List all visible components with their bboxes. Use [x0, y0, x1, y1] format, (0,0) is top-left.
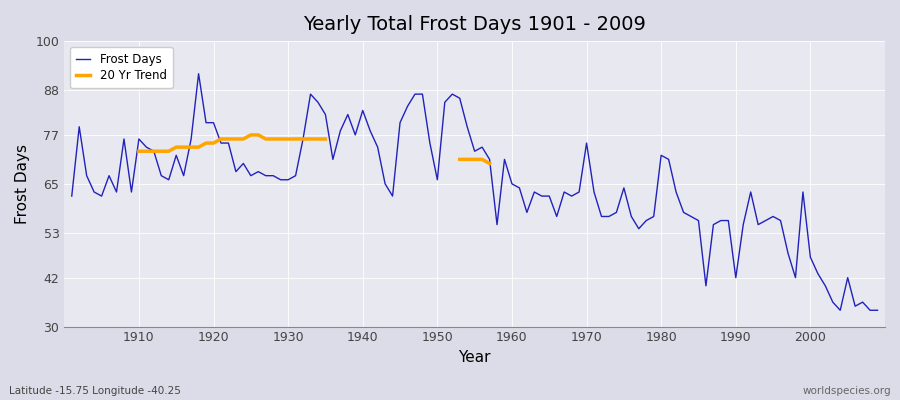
20 Yr Trend — [283, 136, 293, 141]
20 Yr Trend — [312, 136, 323, 141]
20 Yr Trend — [238, 136, 248, 141]
20 Yr Trend — [178, 145, 189, 150]
20 Yr Trend — [246, 132, 256, 137]
Frost Days — [67, 194, 77, 198]
20 Yr Trend — [185, 145, 196, 150]
20 Yr Trend — [171, 145, 182, 150]
Text: Latitude -15.75 Longitude -40.25: Latitude -15.75 Longitude -40.25 — [9, 386, 181, 396]
20 Yr Trend — [216, 136, 227, 141]
20 Yr Trend — [194, 145, 204, 150]
20 Yr Trend — [260, 136, 271, 141]
Frost Days — [507, 182, 517, 186]
20 Yr Trend — [290, 136, 301, 141]
Text: worldspecies.org: worldspecies.org — [803, 386, 891, 396]
20 Yr Trend — [275, 136, 286, 141]
Frost Days — [514, 186, 525, 190]
20 Yr Trend — [223, 136, 234, 141]
20 Yr Trend — [320, 136, 331, 141]
20 Yr Trend — [201, 141, 212, 146]
20 Yr Trend — [253, 132, 264, 137]
Frost Days — [126, 190, 137, 194]
20 Yr Trend — [148, 149, 159, 154]
20 Yr Trend — [298, 136, 309, 141]
Frost Days — [835, 308, 846, 313]
Title: Yearly Total Frost Days 1901 - 2009: Yearly Total Frost Days 1901 - 2009 — [303, 15, 646, 34]
Frost Days — [604, 214, 615, 219]
Frost Days — [194, 71, 204, 76]
20 Yr Trend — [133, 149, 144, 154]
Frost Days — [298, 136, 309, 141]
Line: Frost Days: Frost Days — [72, 74, 878, 310]
20 Yr Trend — [208, 141, 219, 146]
Legend: Frost Days, 20 Yr Trend: Frost Days, 20 Yr Trend — [70, 47, 173, 88]
Frost Days — [872, 308, 883, 313]
20 Yr Trend — [268, 136, 279, 141]
20 Yr Trend — [305, 136, 316, 141]
20 Yr Trend — [156, 149, 166, 154]
X-axis label: Year: Year — [458, 350, 491, 365]
20 Yr Trend — [141, 149, 152, 154]
20 Yr Trend — [230, 136, 241, 141]
Y-axis label: Frost Days: Frost Days — [15, 144, 30, 224]
20 Yr Trend — [163, 149, 174, 154]
Frost Days — [342, 112, 353, 117]
Line: 20 Yr Trend: 20 Yr Trend — [139, 135, 326, 151]
